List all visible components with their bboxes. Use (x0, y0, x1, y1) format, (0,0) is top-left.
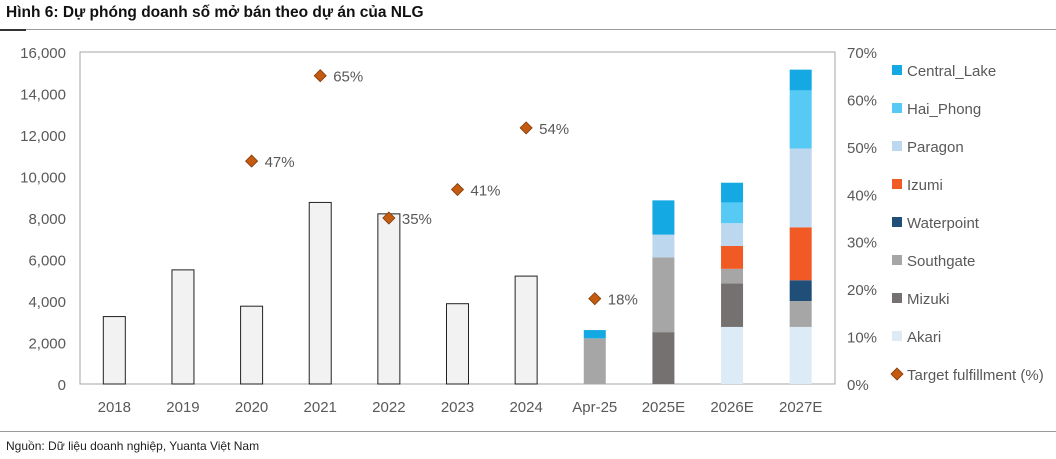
target-label: 18% (608, 292, 638, 309)
target-label: 35% (402, 211, 432, 228)
bar-actual-2020 (240, 305, 264, 385)
bar-segment-akari-2026e (721, 326, 744, 384)
y-left-tick-label: 0 (58, 377, 66, 394)
bar-actual-2022 (377, 213, 401, 385)
legend-swatch-akari (892, 331, 902, 341)
chart-bars (102, 69, 812, 385)
legend-label: Target fulfillment (%) (907, 367, 1044, 384)
x-tick-label: 2019 (166, 399, 199, 416)
x-tick-label: 2027E (779, 399, 822, 416)
legend-label: Akari (907, 329, 941, 346)
bar-segment-southgate-apr-25 (583, 338, 606, 384)
top-divider-accent (0, 29, 26, 31)
legend-label: Southgate (907, 253, 975, 270)
legend-swatch-hai-phong (892, 103, 902, 113)
bar-actual-2018 (102, 316, 126, 385)
legend-label: Paragon (907, 139, 964, 156)
y-left-tick-label: 4,000 (28, 294, 66, 311)
bar-segment-central-lake-2027e (789, 69, 812, 91)
bar-segment-waterpoint-2027e (789, 280, 812, 301)
y-left-tick-label: 16,000 (20, 45, 66, 62)
legend-swatch-paragon (892, 141, 902, 151)
legend-swatch-central-lake (892, 65, 902, 75)
x-tick-label: 2025E (642, 399, 685, 416)
y-left-tick-label: 10,000 (20, 170, 66, 187)
bar-segment-southgate-2027e (789, 301, 812, 327)
bar-segment-southgate-2025e (652, 257, 675, 333)
y-right-tick-label: 0% (847, 377, 869, 394)
legend-label: Central_Lake (907, 63, 996, 80)
bar-segment-izumi-2026e (721, 246, 744, 269)
legend-swatch-mizuki (892, 293, 902, 303)
chart: 0 2,000 4,000 6,000 8,000 10,000 12,000 14,000 1… (20, 45, 1044, 416)
target-marker-2024 (519, 121, 533, 135)
legend-label: Waterpoint (907, 215, 980, 232)
target-label: 54% (539, 121, 569, 138)
bar-actual-2021 (308, 201, 332, 385)
target-marker-apr-25 (588, 292, 602, 306)
legend-swatch-southgate (892, 255, 902, 265)
bar-segment-central-lake-2026e (721, 182, 744, 203)
y-right-tick-label: 50% (847, 140, 877, 157)
bar-segment-southgate-2026e (721, 268, 744, 284)
y-left-tick-label: 8,000 (28, 211, 66, 228)
y-right-tick-label: 30% (847, 235, 877, 252)
x-tick-label: 2022 (372, 399, 405, 416)
bar-segment-central-lake-2025e (652, 200, 675, 235)
y-right-tick-label: 20% (847, 282, 877, 299)
bar-segment-paragon-2026e (721, 223, 744, 247)
bar-segment-hai-phong-2026e (721, 202, 744, 224)
bar-actual-2024 (514, 275, 538, 385)
x-tick-label: 2021 (304, 399, 337, 416)
legend-label: Mizuki (907, 291, 950, 308)
bar-segment-paragon-2025e (652, 234, 675, 258)
target-marker-2020 (245, 154, 259, 168)
chart-axes: 0 2,000 4,000 6,000 8,000 10,000 12,000 14,000 1… (20, 45, 877, 416)
top-divider (0, 29, 1056, 30)
legend-swatch-izumi (892, 179, 902, 189)
bar-segment-mizuki-2025e (652, 332, 675, 384)
x-tick-label: 2018 (98, 399, 131, 416)
x-tick-label: 2024 (509, 399, 542, 416)
bar-segment-izumi-2027e (789, 227, 812, 281)
target-label: 65% (333, 69, 363, 86)
chart-title: Hình 6: Dự phóng doanh số mở bán theo dự… (6, 4, 424, 21)
bar-segment-hai-phong-2027e (789, 90, 812, 149)
y-right-tick-label: 70% (847, 45, 877, 62)
legend-label: Hai_Phong (907, 101, 981, 118)
bar-segment-mizuki-2026e (721, 283, 744, 327)
legend-label: Izumi (907, 177, 943, 194)
source-note: Nguồn: Dữ liệu doanh nghiệp, Yuanta Việt… (6, 439, 260, 453)
y-left-tick-label: 14,000 (20, 87, 66, 104)
legend-swatch-waterpoint (892, 217, 902, 227)
y-left-tick-label: 6,000 (28, 253, 66, 270)
x-tick-label: 2026E (710, 399, 753, 416)
y-left-tick-label: 2,000 (28, 336, 66, 353)
target-marker-2021 (313, 69, 327, 83)
chart-legend: Central_Lake Hai_Phong Paragon Izumi Waterpo… (890, 63, 1044, 384)
x-tick-label: 2020 (235, 399, 268, 416)
bar-segment-akari-2027e (789, 326, 812, 384)
target-marker-2022 (382, 211, 396, 225)
x-tick-label: Apr-25 (572, 399, 617, 416)
y-right-tick-label: 10% (847, 330, 877, 347)
bar-segment-paragon-2027e (789, 148, 812, 228)
target-label: 41% (471, 183, 501, 200)
target-marker-2023 (450, 182, 465, 197)
bar-actual-2023 (446, 303, 469, 385)
bottom-divider (0, 431, 1056, 432)
bar-actual-2019 (171, 269, 195, 385)
chart-markers: 47% 65% 35% 41% 54% 18% (245, 69, 638, 309)
x-tick-label: 2023 (441, 399, 474, 416)
y-right-tick-label: 40% (847, 187, 877, 204)
y-left-tick-label: 12,000 (20, 128, 66, 145)
bar-segment-central-lake-apr-25 (583, 330, 606, 339)
target-label: 47% (265, 154, 295, 171)
legend-swatch-target (890, 367, 904, 381)
y-right-tick-label: 60% (847, 92, 877, 109)
